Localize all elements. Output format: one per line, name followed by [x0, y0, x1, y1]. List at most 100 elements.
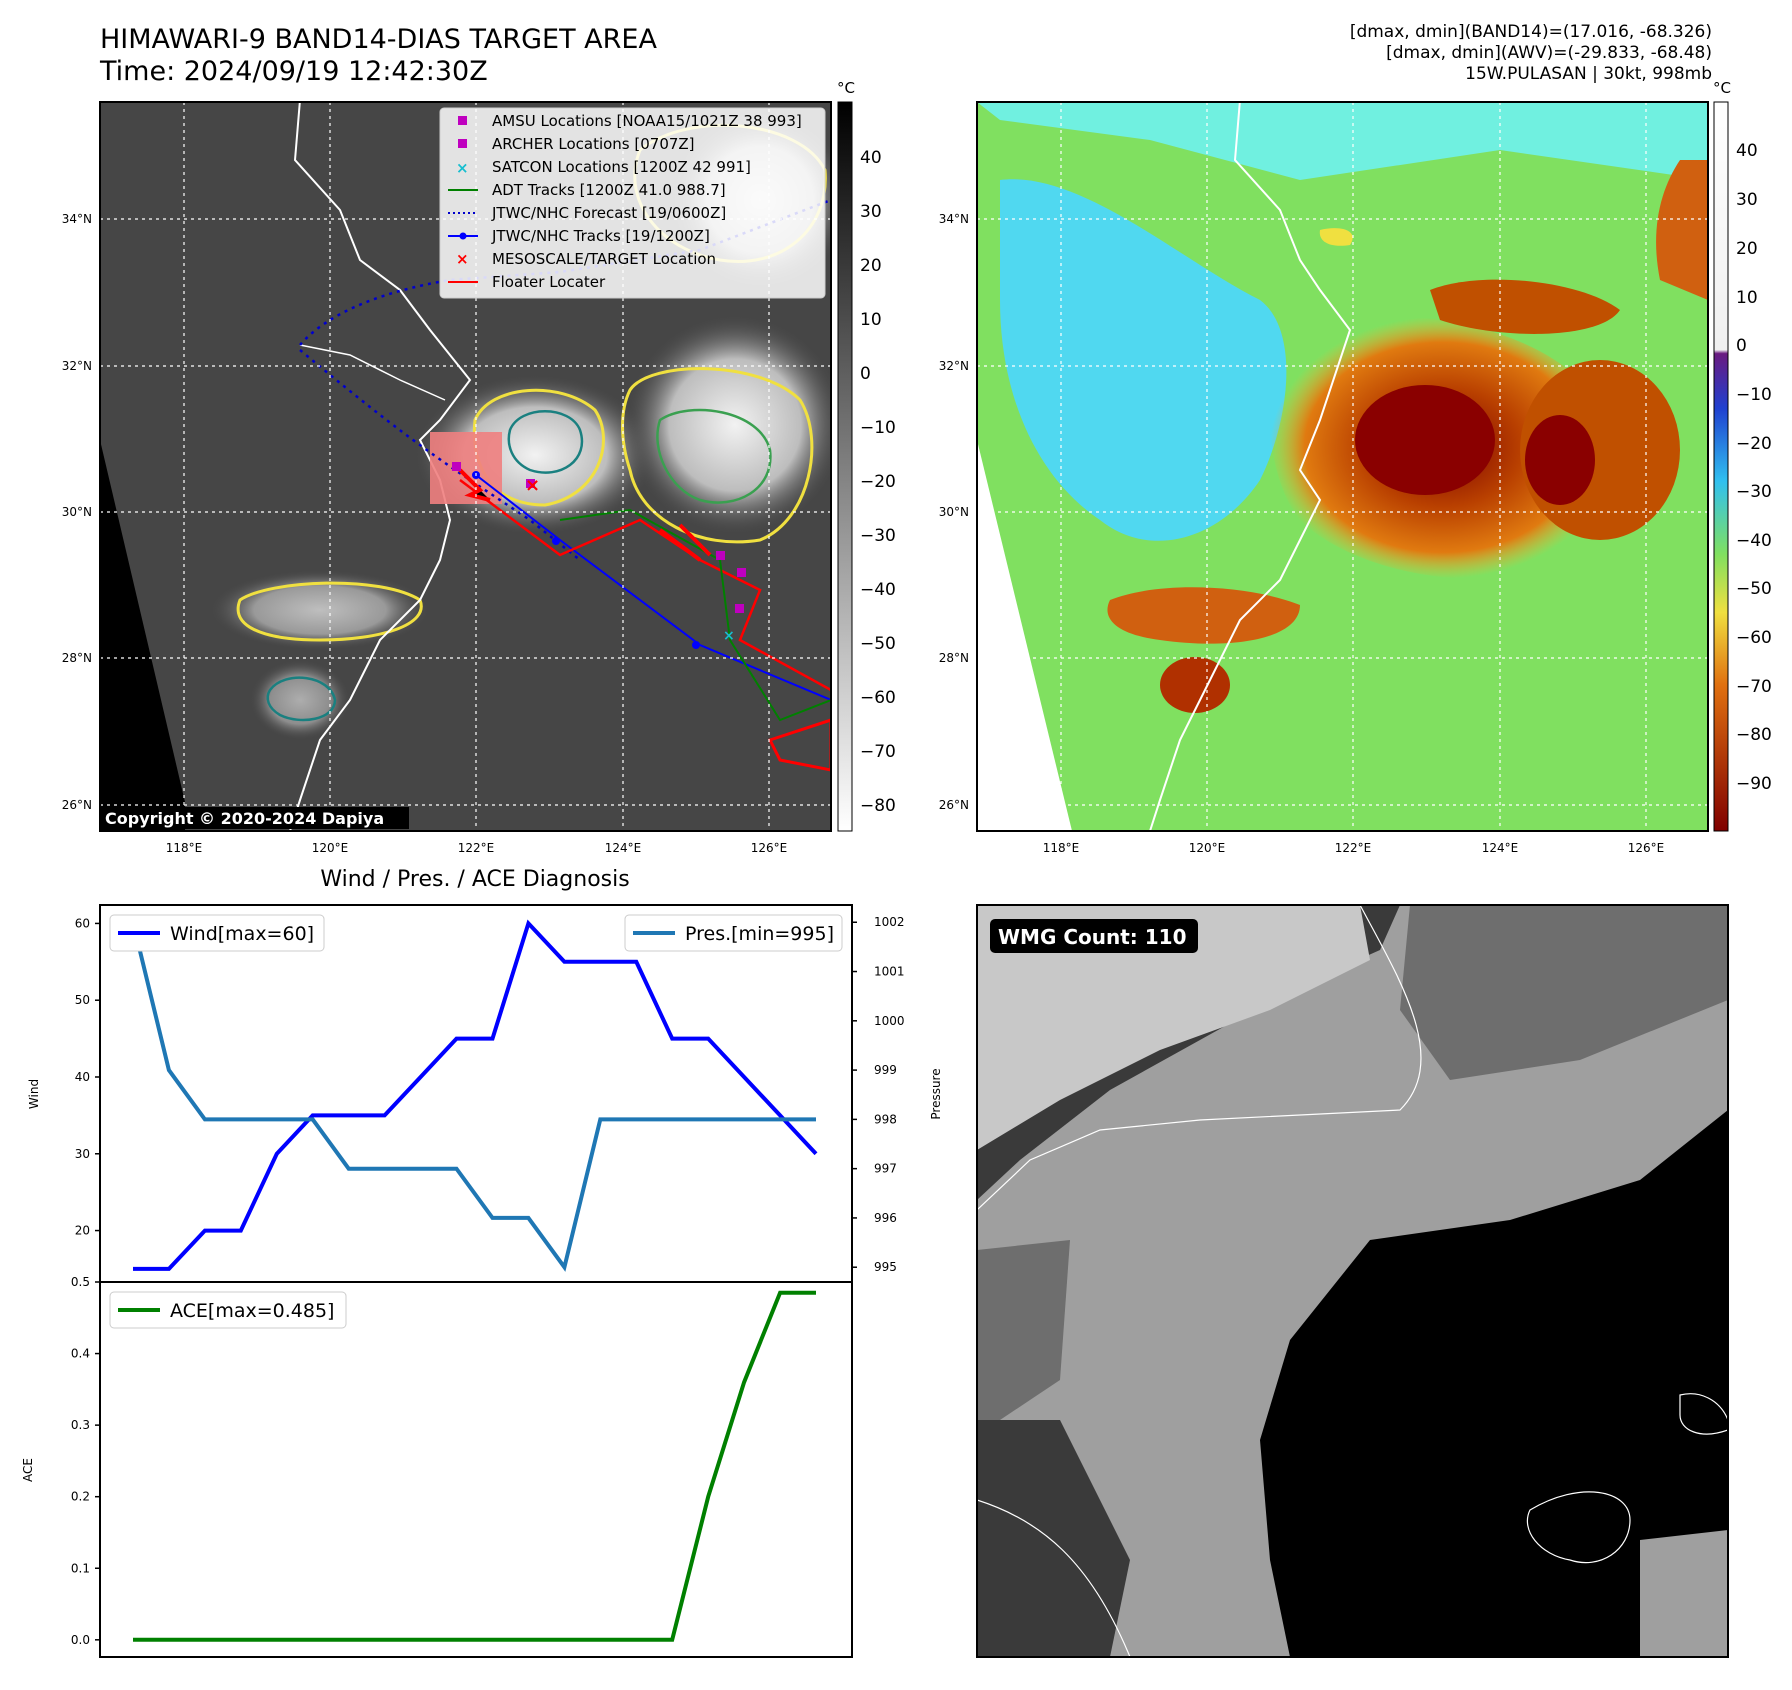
awv-colorbar: [1713, 101, 1729, 832]
legend-floater: Floater Locater: [492, 273, 606, 291]
wind-y-tick: 20: [75, 1224, 90, 1238]
wind-ylabel: Wind: [27, 1079, 41, 1109]
svg-text:×: ×: [525, 475, 540, 496]
ir-map-panel: × × AMSU Locations [NOAA15/1021Z 38 993]…: [62, 79, 896, 855]
awv-cb-tick: −40: [1736, 531, 1772, 551]
awv-stats: [dmax, dmin](AWV)=(-29.833, -68.48): [1386, 43, 1712, 63]
awv-colorbar-ticks: 40 30 20 10 0 −10 −20 −30 −40 −50 −60 −7…: [1736, 141, 1772, 794]
awv-lon-tick: 126°E: [1628, 841, 1665, 855]
ir-cb-tick: 40: [860, 148, 882, 168]
ace-legend: ACE[max=0.485]: [109, 1291, 347, 1329]
ir-cb-tick: −40: [860, 580, 896, 600]
ir-cb-tick: 20: [860, 256, 882, 276]
wind-y-tick: 50: [75, 993, 90, 1007]
ace-series-line: [133, 1290, 816, 1642]
awv-lat-tick: 26°N: [939, 798, 969, 812]
wmg-imagery: [977, 905, 1728, 1657]
wind-series-line: [133, 919, 818, 1271]
awv-lat-ticks: 34°N 32°N 30°N 28°N 26°N: [939, 212, 969, 812]
pressure-y-tick: 997: [874, 1162, 897, 1176]
awv-imagery: [977, 102, 1708, 831]
pressure-y-tick: 998: [874, 1112, 897, 1126]
ir-legend: AMSU Locations [NOAA15/1021Z 38 993] ARC…: [439, 107, 826, 299]
awv-lat-tick: 30°N: [939, 505, 969, 519]
svg-text:×: ×: [723, 628, 735, 644]
awv-map-panel: 118°E 120°E 122°E 124°E 126°E 34°N 32°N …: [939, 79, 1772, 855]
ir-lat-tick: 26°N: [62, 798, 92, 812]
ace-plot-area: [99, 1281, 853, 1658]
awv-cb-tick: 40: [1736, 141, 1758, 161]
awv-lon-tick: 120°E: [1189, 841, 1226, 855]
awv-cb-tick: −70: [1736, 677, 1772, 697]
pressure-y-tick: 996: [874, 1211, 897, 1225]
wind-y-tick: 30: [75, 1147, 90, 1161]
ir-colorbar-unit: °C: [837, 79, 855, 97]
ir-lon-tick: 120°E: [312, 841, 349, 855]
pressure-y-tick: 1000: [874, 1014, 905, 1028]
pressure-y-tick: 995: [874, 1260, 897, 1274]
pressure-legend-label: Pres.[min=995]: [685, 923, 834, 945]
ir-cb-tick: −50: [860, 634, 896, 654]
awv-lat-tick: 28°N: [939, 651, 969, 665]
ir-cb-tick: −70: [860, 742, 896, 762]
ace-y-tick: 0.3: [71, 1418, 90, 1432]
ir-lat-ticks: 34°N 32°N 30°N 28°N 26°N: [62, 212, 92, 812]
awv-lat-tick: 32°N: [939, 359, 969, 373]
pressure-y-tick: 1002: [874, 915, 905, 929]
awv-lat-tick: 34°N: [939, 212, 969, 226]
ir-lat-tick: 34°N: [62, 212, 92, 226]
wmg-panel: WMG Count: 110: [976, 904, 1729, 1658]
ir-lat-tick: 32°N: [62, 359, 92, 373]
ace-y-tick: 0.5: [71, 1275, 90, 1289]
ir-lon-tick: 118°E: [166, 841, 203, 855]
ir-lon-ticks: 118°E 120°E 122°E 124°E 126°E: [166, 841, 788, 855]
awv-cb-tick: 0: [1736, 336, 1747, 356]
wmg-count-label: WMG Count: 110: [998, 925, 1187, 949]
ir-cb-tick: −20: [860, 472, 896, 492]
awv-cb-tick: −60: [1736, 628, 1772, 648]
pressure-legend: Pres.[min=995]: [624, 914, 843, 952]
legend-tracks: JTWC/NHC Tracks [19/1200Z]: [491, 227, 710, 245]
ir-cb-tick: 10: [860, 310, 882, 330]
ir-cb-tick: −10: [860, 418, 896, 438]
wind-pressure-chart: Wind / Pres. / ACE Diagnosis 2030405060 …: [27, 867, 943, 1283]
pressure-series-line: [131, 921, 816, 1272]
wind-y-tick: 60: [75, 916, 90, 930]
awv-lon-ticks: 118°E 120°E 122°E 124°E 126°E: [1043, 841, 1665, 855]
ir-lat-tick: 30°N: [62, 505, 92, 519]
ir-cb-tick: −80: [860, 796, 896, 816]
copyright-label: Copyright © 2020-2024 Dapiya: [105, 809, 384, 828]
pressure-y-tick: 1001: [874, 965, 905, 979]
wind-plot-area: [99, 904, 853, 1283]
ace-legend-label: ACE[max=0.485]: [170, 1300, 334, 1322]
ace-chart: 0.0 0.1 0.2 0.3 0.4 0.5 ACE ACE[max=0.485]: [21, 1275, 853, 1658]
awv-lon-tick: 122°E: [1335, 841, 1372, 855]
ace-y-tick: 0.2: [71, 1490, 90, 1504]
ace-y-ticks: 0.0 0.1 0.2 0.3 0.4 0.5: [71, 1275, 100, 1647]
awv-cb-tick: 20: [1736, 239, 1758, 259]
ir-lon-tick: 122°E: [458, 841, 495, 855]
awv-cb-tick: −80: [1736, 725, 1772, 745]
awv-colorbar-unit: °C: [1713, 79, 1731, 97]
wind-legend-label: Wind[max=60]: [170, 923, 314, 945]
ir-cb-tick: 0: [860, 364, 871, 384]
pressure-y-ticks: 995 996 997 998 999 1000 1001 1002: [852, 915, 905, 1274]
ace-ylabel: ACE: [21, 1458, 35, 1482]
satcon-legend-marker: ×: [456, 159, 469, 177]
legend-amsu: AMSU Locations [NOAA15/1021Z 38 993]: [492, 112, 802, 130]
figure-time: Time: 2024/09/19 12:42:30Z: [100, 56, 488, 87]
target-legend-marker: ×: [456, 250, 469, 268]
legend-archer: ARCHER Locations [0707Z]: [492, 135, 695, 153]
wmg-count-badge: [990, 919, 1198, 953]
awv-cb-tick: −30: [1736, 482, 1772, 502]
awv-cb-tick: −50: [1736, 579, 1772, 599]
ir-lon-tick: 126°E: [751, 841, 788, 855]
ir-lon-tick: 124°E: [605, 841, 642, 855]
legend-target: MESOSCALE/TARGET Location: [492, 250, 716, 268]
wind-y-tick: 40: [75, 1070, 90, 1084]
ir-colorbar: [837, 101, 853, 832]
awv-lon-tick: 124°E: [1482, 841, 1519, 855]
ir-colorbar-ticks: 40 30 20 10 0 −10 −20 −30 −40 −50 −60 −7…: [860, 148, 896, 816]
storm-info: 15W.PULASAN | 30kt, 998mb: [1465, 64, 1712, 84]
